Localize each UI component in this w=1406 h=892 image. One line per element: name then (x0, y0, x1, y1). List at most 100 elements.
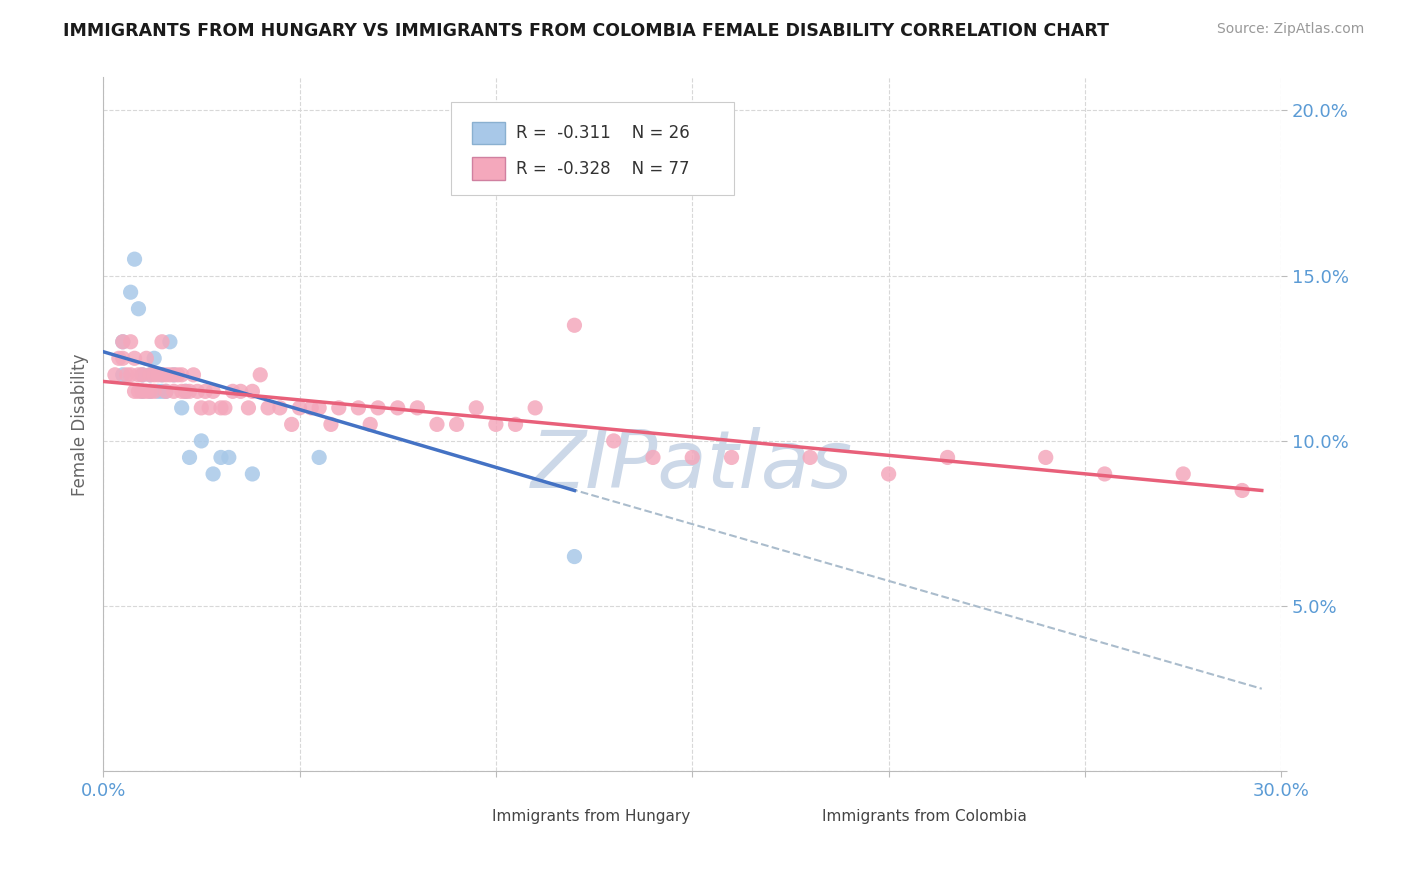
Point (1035, 450, 1057, 465)
Point (135, 384, 157, 399)
Point (319, 417, 342, 432)
Point (170, 368, 193, 382)
FancyBboxPatch shape (472, 157, 505, 179)
FancyBboxPatch shape (451, 102, 734, 195)
Point (174, 384, 197, 399)
Point (131, 384, 153, 399)
Point (387, 401, 409, 415)
Text: Source: ZipAtlas.com: Source: ZipAtlas.com (1216, 22, 1364, 37)
Point (111, 334, 134, 349)
Point (111, 351, 134, 366)
Point (505, 417, 527, 432)
Point (139, 368, 162, 382)
Point (139, 384, 162, 399)
Point (269, 401, 291, 415)
Point (214, 401, 236, 415)
Point (163, 384, 186, 399)
Point (183, 368, 205, 382)
Point (124, 252, 146, 267)
Point (720, 450, 742, 465)
Point (139, 384, 162, 399)
Point (222, 384, 245, 399)
Point (108, 351, 131, 366)
Point (299, 401, 322, 415)
Point (249, 368, 271, 382)
Point (308, 450, 330, 465)
Point (602, 434, 624, 448)
Point (446, 417, 468, 432)
Point (179, 384, 201, 399)
Point (202, 384, 225, 399)
Point (229, 384, 252, 399)
Point (131, 384, 153, 399)
Point (202, 467, 225, 481)
Point (104, 368, 127, 382)
Text: Immigrants from Colombia: Immigrants from Colombia (823, 809, 1026, 824)
Point (347, 401, 370, 415)
Point (288, 401, 311, 415)
Point (115, 368, 138, 382)
Point (641, 450, 664, 465)
Point (143, 384, 166, 399)
Point (308, 401, 330, 415)
Point (190, 401, 212, 415)
Point (150, 334, 173, 349)
Point (159, 368, 181, 382)
Text: Immigrants from Hungary: Immigrants from Hungary (492, 809, 690, 824)
Point (465, 401, 488, 415)
Point (328, 401, 350, 415)
Point (198, 401, 221, 415)
Point (135, 351, 157, 366)
Point (131, 368, 153, 382)
Point (155, 368, 177, 382)
Point (257, 401, 280, 415)
Point (120, 285, 142, 300)
Point (120, 334, 142, 349)
Point (280, 417, 302, 432)
Point (111, 368, 134, 382)
FancyBboxPatch shape (457, 808, 482, 825)
Point (359, 417, 381, 432)
Text: R =  -0.311    N = 26: R = -0.311 N = 26 (516, 124, 689, 142)
Point (150, 368, 173, 382)
Point (190, 434, 212, 448)
Point (1173, 467, 1195, 481)
Point (139, 368, 162, 382)
FancyBboxPatch shape (472, 121, 505, 144)
Point (681, 450, 703, 465)
Point (146, 384, 169, 399)
Point (127, 384, 149, 399)
Point (120, 368, 142, 382)
Point (174, 384, 197, 399)
Point (209, 450, 232, 465)
Point (143, 351, 166, 366)
Point (186, 384, 208, 399)
Point (150, 384, 173, 399)
Point (936, 450, 959, 465)
Point (111, 334, 134, 349)
Point (799, 450, 821, 465)
Text: R =  -0.328    N = 77: R = -0.328 N = 77 (516, 160, 689, 178)
Point (485, 417, 508, 432)
Point (179, 450, 201, 465)
Point (150, 368, 173, 382)
Point (406, 401, 429, 415)
Point (1094, 467, 1116, 481)
Point (155, 384, 177, 399)
Y-axis label: Female Disability: Female Disability (72, 353, 89, 496)
Point (170, 384, 193, 399)
Point (209, 401, 232, 415)
Point (124, 351, 146, 366)
Point (426, 417, 449, 432)
Point (564, 318, 586, 333)
Point (127, 301, 149, 316)
Point (238, 401, 260, 415)
Point (159, 334, 181, 349)
Point (524, 401, 547, 415)
Point (170, 401, 193, 415)
Point (367, 401, 389, 415)
FancyBboxPatch shape (786, 808, 813, 825)
Point (1230, 483, 1253, 498)
Point (218, 450, 240, 465)
Point (155, 384, 177, 399)
